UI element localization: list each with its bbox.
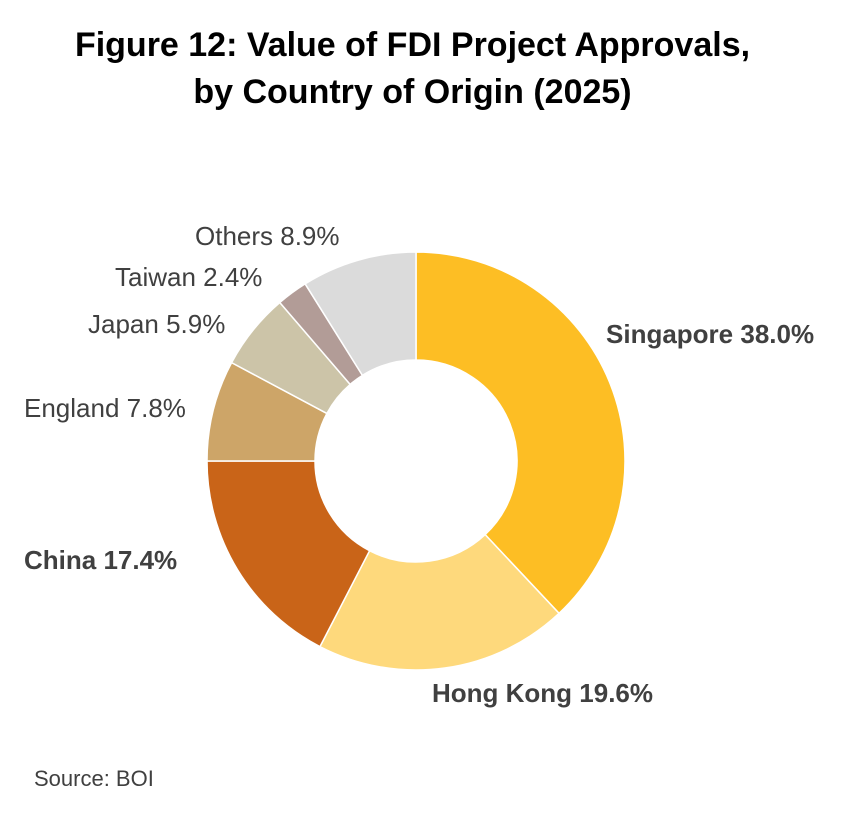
label-england: England 7.8% (24, 393, 186, 423)
chart-title-line-1: Figure 12: Value of FDI Project Approval… (74, 26, 751, 64)
label-taiwan: Taiwan 2.4% (115, 262, 262, 292)
labels-group: Singapore 38.0% Hong Kong 19.6% China 17.4… (24, 221, 814, 708)
chart-title: Figure 12: Value of FDI Project Approval… (0, 22, 825, 116)
slice-singapore (415, 251, 626, 615)
source-note: Source: BOI (34, 766, 154, 791)
slice-china (206, 460, 371, 648)
label-hong-kong: Hong Kong 19.6% (432, 678, 653, 708)
slice-others (304, 251, 417, 377)
label-japan: Japan 5.9% (88, 309, 225, 339)
slices-group (206, 251, 626, 671)
label-singapore: Singapore 38.0% (606, 319, 814, 349)
label-others: Others 8.9% (195, 221, 340, 251)
slice-hong-kong (318, 533, 561, 671)
chart-subtitle: by Country of Origin (2025) (193, 73, 632, 111)
label-china: China 17.4% (24, 545, 177, 575)
